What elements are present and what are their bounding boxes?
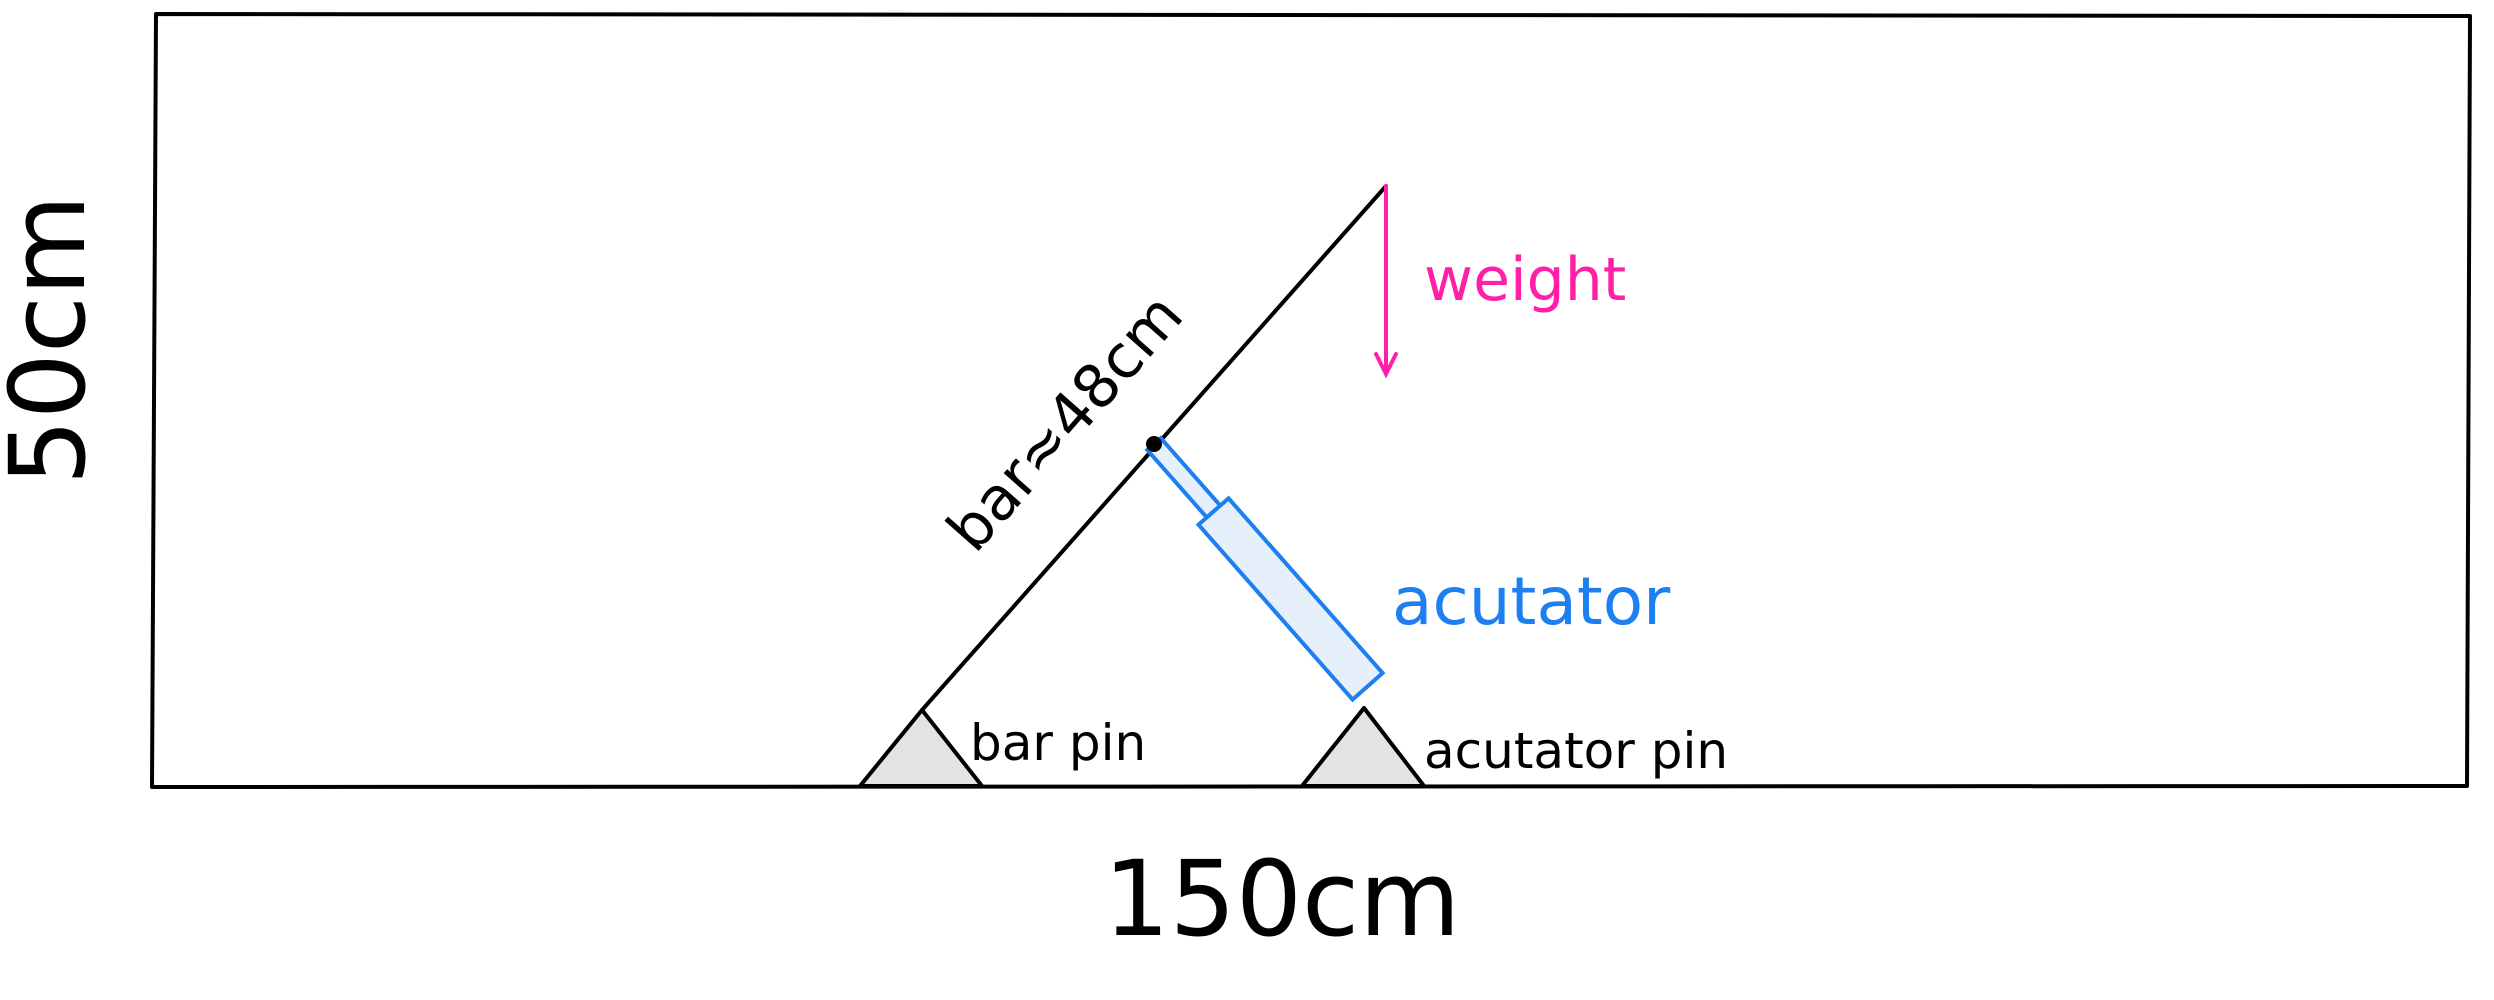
- actuator-pin-label: acutator pin: [1424, 722, 1728, 780]
- height-dimension-label: 50cm: [0, 195, 109, 486]
- actuator-label: acutator: [1392, 563, 1671, 640]
- weight-label: weight: [1424, 245, 1626, 315]
- actuator-pin: [1300, 706, 1426, 788]
- bar-pin-label: bar pin: [970, 714, 1146, 772]
- frame-outline: [150, 12, 2472, 789]
- joint-dot: [1146, 436, 1162, 452]
- bar-length-label: bar≈48cm: [934, 281, 1197, 565]
- width-dimension-label: 150cm: [1104, 838, 1461, 960]
- actuator: [1144, 435, 1386, 703]
- weight-arrow: [1374, 184, 1398, 379]
- actuator-cylinder: [1195, 495, 1386, 703]
- bar-pin: [858, 708, 984, 788]
